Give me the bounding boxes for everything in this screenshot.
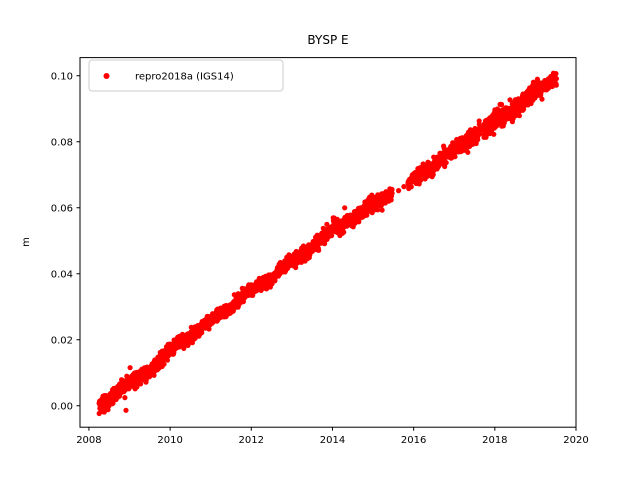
x-axis: 2008 2010 2012 2014 2016 2018 2020 <box>76 427 589 446</box>
chart-title: BYSP E <box>307 33 348 47</box>
x-tick-label: 2012 <box>239 435 264 446</box>
x-tick-label: 2020 <box>563 435 588 446</box>
y-tick-label: 0.02 <box>51 335 73 346</box>
x-tick-label: 2014 <box>320 435 345 446</box>
y-tick-label: 0.08 <box>51 137 73 148</box>
legend-label: repro2018a (IGS14) <box>135 72 234 83</box>
scatter-points <box>96 70 560 417</box>
y-tick-label: 0.10 <box>51 71 73 82</box>
x-tick-label: 2010 <box>157 435 182 446</box>
x-tick-label: 2018 <box>482 435 507 446</box>
axes-frame <box>79 57 577 428</box>
y-tick-label: 0.06 <box>51 203 73 214</box>
y-axis: 0.00 0.02 0.04 0.06 0.08 0.10 <box>51 71 80 412</box>
x-tick-label: 2016 <box>401 435 426 446</box>
legend-marker-icon <box>103 73 110 79</box>
legend: repro2018a (IGS14) <box>88 59 284 92</box>
y-tick-label: 0.00 <box>51 401 73 412</box>
x-tick-label: 2008 <box>76 435 101 446</box>
y-axis-label: m <box>21 237 32 247</box>
legend-box <box>88 59 284 92</box>
y-tick-label: 0.04 <box>51 269 73 280</box>
